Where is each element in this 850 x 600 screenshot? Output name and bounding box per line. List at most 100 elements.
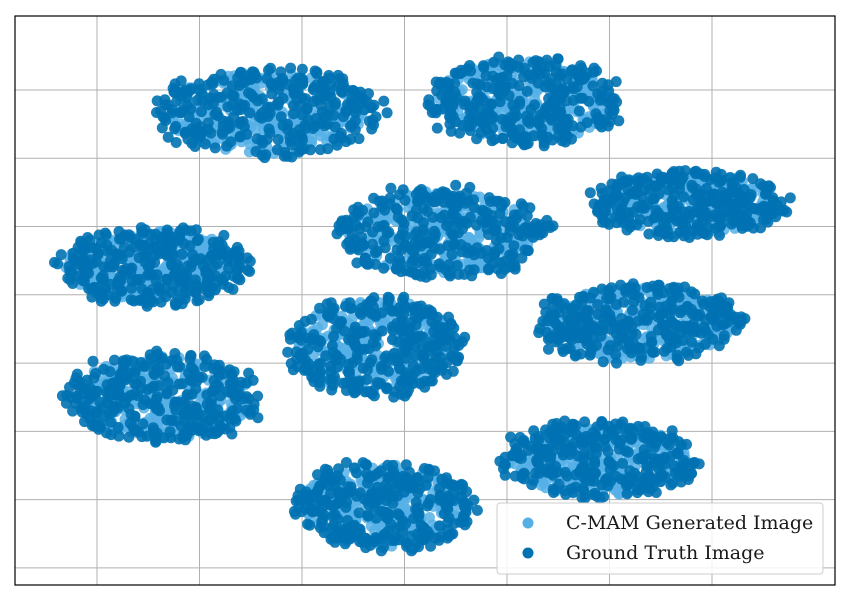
ground-truth-point <box>148 367 160 379</box>
ground-truth-point <box>464 181 476 193</box>
ground-truth-point <box>467 77 479 89</box>
ground-truth-point <box>422 340 434 352</box>
ground-truth-point <box>632 343 644 355</box>
ground-truth-point <box>401 387 413 399</box>
ground-truth-point <box>356 231 367 243</box>
ground-truth-point <box>215 421 227 433</box>
ground-truth-point <box>259 152 271 164</box>
ground-truth-point <box>697 227 709 238</box>
ground-truth-point <box>228 90 240 102</box>
ground-truth-point <box>686 179 698 191</box>
ground-truth-point <box>344 302 356 314</box>
ground-truth-point <box>376 195 388 207</box>
ground-truth-point <box>437 187 449 199</box>
ground-truth-point <box>670 319 682 331</box>
ground-truth-point <box>188 364 200 376</box>
ground-truth-point <box>410 319 422 331</box>
ground-truth-point <box>271 144 283 156</box>
ground-truth-point <box>169 400 180 412</box>
ground-truth-point <box>471 133 483 145</box>
ground-truth-point <box>337 377 349 389</box>
ground-truth-point <box>597 207 608 219</box>
ground-truth-point <box>234 274 246 286</box>
ground-truth-point <box>407 254 419 266</box>
ground-truth-point <box>353 209 364 221</box>
ground-truth-point <box>639 300 651 312</box>
ground-truth-point <box>360 221 372 232</box>
ground-truth-point <box>170 137 182 148</box>
ground-truth-point <box>418 255 430 267</box>
ground-truth-point <box>241 252 253 264</box>
ground-truth-point <box>99 227 111 239</box>
ground-truth-point <box>681 300 693 312</box>
ground-truth-point <box>539 81 551 93</box>
ground-truth-point <box>216 274 228 286</box>
ground-truth-point <box>668 200 680 212</box>
ground-truth-point <box>250 146 262 157</box>
ground-truth-point <box>440 96 452 108</box>
ground-truth-point <box>206 394 218 406</box>
ground-truth-point <box>296 132 308 144</box>
ground-truth-point <box>554 69 566 81</box>
ground-truth-point <box>478 62 490 73</box>
ground-truth-point <box>538 298 550 310</box>
ground-truth-point <box>212 404 224 416</box>
ground-truth-point <box>567 120 579 132</box>
ground-truth-point <box>497 133 509 145</box>
ground-truth-point <box>315 357 327 369</box>
ground-truth-point <box>489 195 501 207</box>
ground-truth-point <box>348 332 359 344</box>
ground-truth-point <box>671 337 683 349</box>
ground-truth-point <box>367 238 378 250</box>
ground-truth-point <box>378 235 390 247</box>
ground-truth-point <box>203 271 215 283</box>
ground-truth-point <box>389 386 401 398</box>
ground-truth-point <box>664 175 676 186</box>
ground-truth-point <box>482 252 494 264</box>
ground-truth-point <box>397 294 409 306</box>
ground-truth-point <box>326 384 338 396</box>
ground-truth-point <box>370 340 382 352</box>
ground-truth-point <box>653 225 665 237</box>
ground-truth-point <box>607 102 619 114</box>
ground-truth-point <box>429 228 441 240</box>
ground-truth-point <box>378 95 390 107</box>
ground-truth-point <box>322 118 334 130</box>
ground-truth-point <box>397 184 409 196</box>
ground-truth-point <box>535 68 547 80</box>
ground-truth-point <box>613 115 625 127</box>
ground-truth-point <box>710 166 722 178</box>
ground-truth-point <box>239 77 251 88</box>
ground-truth-point <box>529 99 540 111</box>
ground-truth-point <box>648 193 660 205</box>
ground-truth-point <box>248 404 260 416</box>
ground-truth-point <box>723 189 735 201</box>
ground-truth-point <box>166 104 178 116</box>
ground-truth-point <box>78 262 89 274</box>
ground-truth-point <box>213 380 224 392</box>
ground-truth-point <box>572 311 584 323</box>
ground-truth-point <box>446 249 458 260</box>
ground-truth-point <box>456 336 468 348</box>
ground-truth-point <box>513 54 525 66</box>
ground-truth-point <box>322 109 334 121</box>
ground-truth-point <box>536 112 548 124</box>
ground-truth-point <box>621 224 633 236</box>
ground-truth-point <box>218 74 230 86</box>
ground-truth-point <box>483 107 494 119</box>
ground-truth-point <box>153 380 165 392</box>
ground-truth-point <box>304 144 316 156</box>
ground-truth-point <box>126 282 138 294</box>
ground-truth-point <box>290 346 302 358</box>
ground-truth-point <box>172 361 184 373</box>
ground-truth-point <box>90 243 102 254</box>
ground-truth-point <box>508 209 520 221</box>
ground-truth-point <box>275 66 287 78</box>
ground-truth-point <box>396 229 408 240</box>
ground-truth-point <box>149 256 161 268</box>
ground-truth-point <box>610 349 622 361</box>
ground-truth-point <box>698 321 710 333</box>
ground-truth-point <box>348 387 360 399</box>
ground-truth-point <box>543 60 555 72</box>
ground-truth-point <box>667 291 679 303</box>
